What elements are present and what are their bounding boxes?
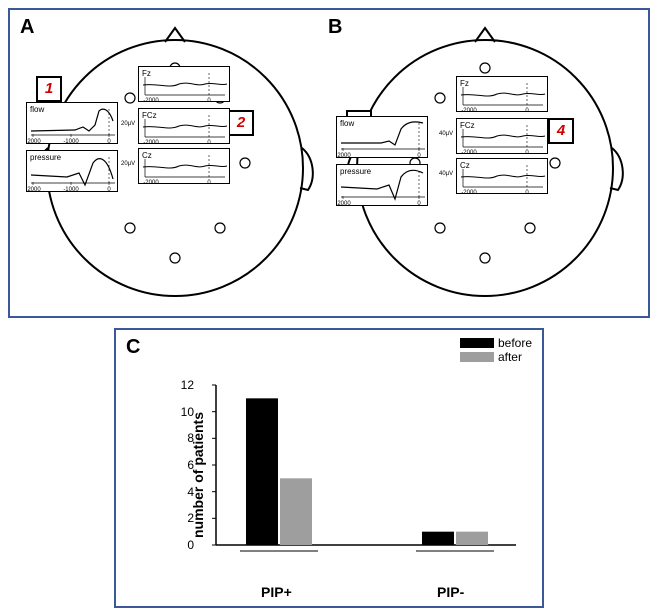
svg-text:FCz: FCz	[460, 121, 475, 130]
bar-PIP--after	[456, 532, 488, 545]
signal-inset-flow: flow -2000 -1000 0	[26, 102, 118, 144]
ytick-0: 0	[187, 538, 194, 552]
chart-legend: beforeafter	[460, 336, 532, 364]
svg-text:-2000: -2000	[143, 98, 159, 101]
legend-swatch	[460, 338, 494, 348]
svg-text:-2000: -2000	[337, 153, 351, 157]
panel-label-c: C	[126, 336, 140, 359]
svg-text:20µV: 20µV	[139, 125, 140, 131]
ytick-8: 8	[187, 431, 194, 445]
svg-text:-2000: -2000	[461, 190, 477, 193]
x-label-PIP-: PIP-	[437, 584, 464, 600]
callout-1: 1	[36, 76, 62, 102]
svg-text:0: 0	[417, 153, 421, 157]
legend-swatch	[460, 352, 494, 362]
svg-text:flow: flow	[30, 105, 44, 114]
callout-4: 4	[548, 118, 574, 144]
ytick-2: 2	[187, 511, 194, 525]
svg-text:0: 0	[107, 187, 111, 191]
svg-text:-2000: -2000	[27, 187, 41, 191]
svg-text:0: 0	[107, 139, 111, 143]
ytick-4: 4	[187, 485, 194, 499]
svg-text:40µV: 40µV	[457, 175, 458, 181]
svg-text:FCz: FCz	[142, 111, 157, 120]
signal-inset-pressure: pressure -2000 -1000 0	[26, 150, 118, 192]
eeg-inset-Cz: Cz 20µV -2000 0 20µV	[138, 148, 230, 184]
bottom-panel: C beforeafter number of patients 0 2 4 6 8 10…	[114, 328, 544, 608]
svg-text:-2000: -2000	[337, 201, 351, 205]
ylab: 20µV	[121, 161, 135, 167]
top-panel: A B 12 flow -2000 -1000 0 pressure -2000	[8, 8, 650, 318]
head-diagram-b: 34 flow -2000 0 pressure -2000 0 Fz	[340, 18, 630, 308]
svg-text:pressure: pressure	[30, 153, 62, 162]
bar-PIP+-before	[246, 398, 278, 545]
ylab: 40µV	[439, 171, 453, 177]
svg-text:-2000: -2000	[27, 139, 41, 143]
svg-text:40µV: 40µV	[457, 135, 458, 141]
x-label-PIP+: PIP+	[261, 584, 292, 600]
legend-after: after	[460, 350, 532, 364]
callout-2: 2	[228, 110, 254, 136]
ytick-12: 12	[181, 378, 194, 392]
svg-text:20µV: 20µV	[139, 165, 140, 171]
svg-text:0: 0	[417, 201, 421, 205]
svg-text:0: 0	[525, 190, 529, 193]
legend-text: after	[498, 350, 522, 364]
bar-chart: number of patients	[186, 375, 526, 575]
svg-text:0: 0	[525, 150, 529, 153]
eeg-inset-FCz: FCz 20µV -2000 0 20µV	[138, 108, 230, 144]
legend-before: before	[460, 336, 532, 350]
svg-text:-1000: -1000	[63, 187, 79, 191]
svg-text:0: 0	[207, 98, 211, 101]
ytick-10: 10	[181, 405, 194, 419]
ytick-6: 6	[187, 458, 194, 472]
signal-inset-pressure: pressure -2000 0	[336, 164, 428, 206]
legend-text: before	[498, 336, 532, 350]
svg-text:Fz: Fz	[460, 79, 469, 88]
ylab: 40µV	[439, 131, 453, 137]
eeg-inset-Fz: Fz -2000 0	[456, 76, 548, 112]
eeg-inset-FCz: FCz 40µV -2000 0 40µV	[456, 118, 548, 154]
svg-text:-1000: -1000	[63, 139, 79, 143]
svg-text:Cz: Cz	[142, 151, 152, 160]
svg-text:-2000: -2000	[461, 150, 477, 153]
svg-text:flow: flow	[340, 119, 354, 128]
eeg-inset-Cz: Cz 40µV -2000 0 40µV	[456, 158, 548, 194]
svg-text:pressure: pressure	[340, 167, 372, 176]
svg-text:-2000: -2000	[143, 140, 159, 143]
svg-text:-2000: -2000	[143, 180, 159, 183]
svg-text:Fz: Fz	[142, 69, 151, 78]
signal-inset-flow: flow -2000 0	[336, 116, 428, 158]
svg-text:0: 0	[525, 108, 529, 111]
svg-text:0: 0	[207, 180, 211, 183]
eeg-inset-Fz: Fz -2000 0	[138, 66, 230, 102]
ylab: 20µV	[121, 121, 135, 127]
svg-text:Cz: Cz	[460, 161, 470, 170]
svg-text:-2000: -2000	[461, 108, 477, 111]
bar-PIP--before	[422, 532, 454, 545]
head-diagram-a: 1 2 flow -2000 -1000 0 pressure -2000 -10…	[30, 18, 320, 308]
svg-text:0: 0	[207, 140, 211, 143]
bar-PIP+-after	[280, 478, 312, 545]
